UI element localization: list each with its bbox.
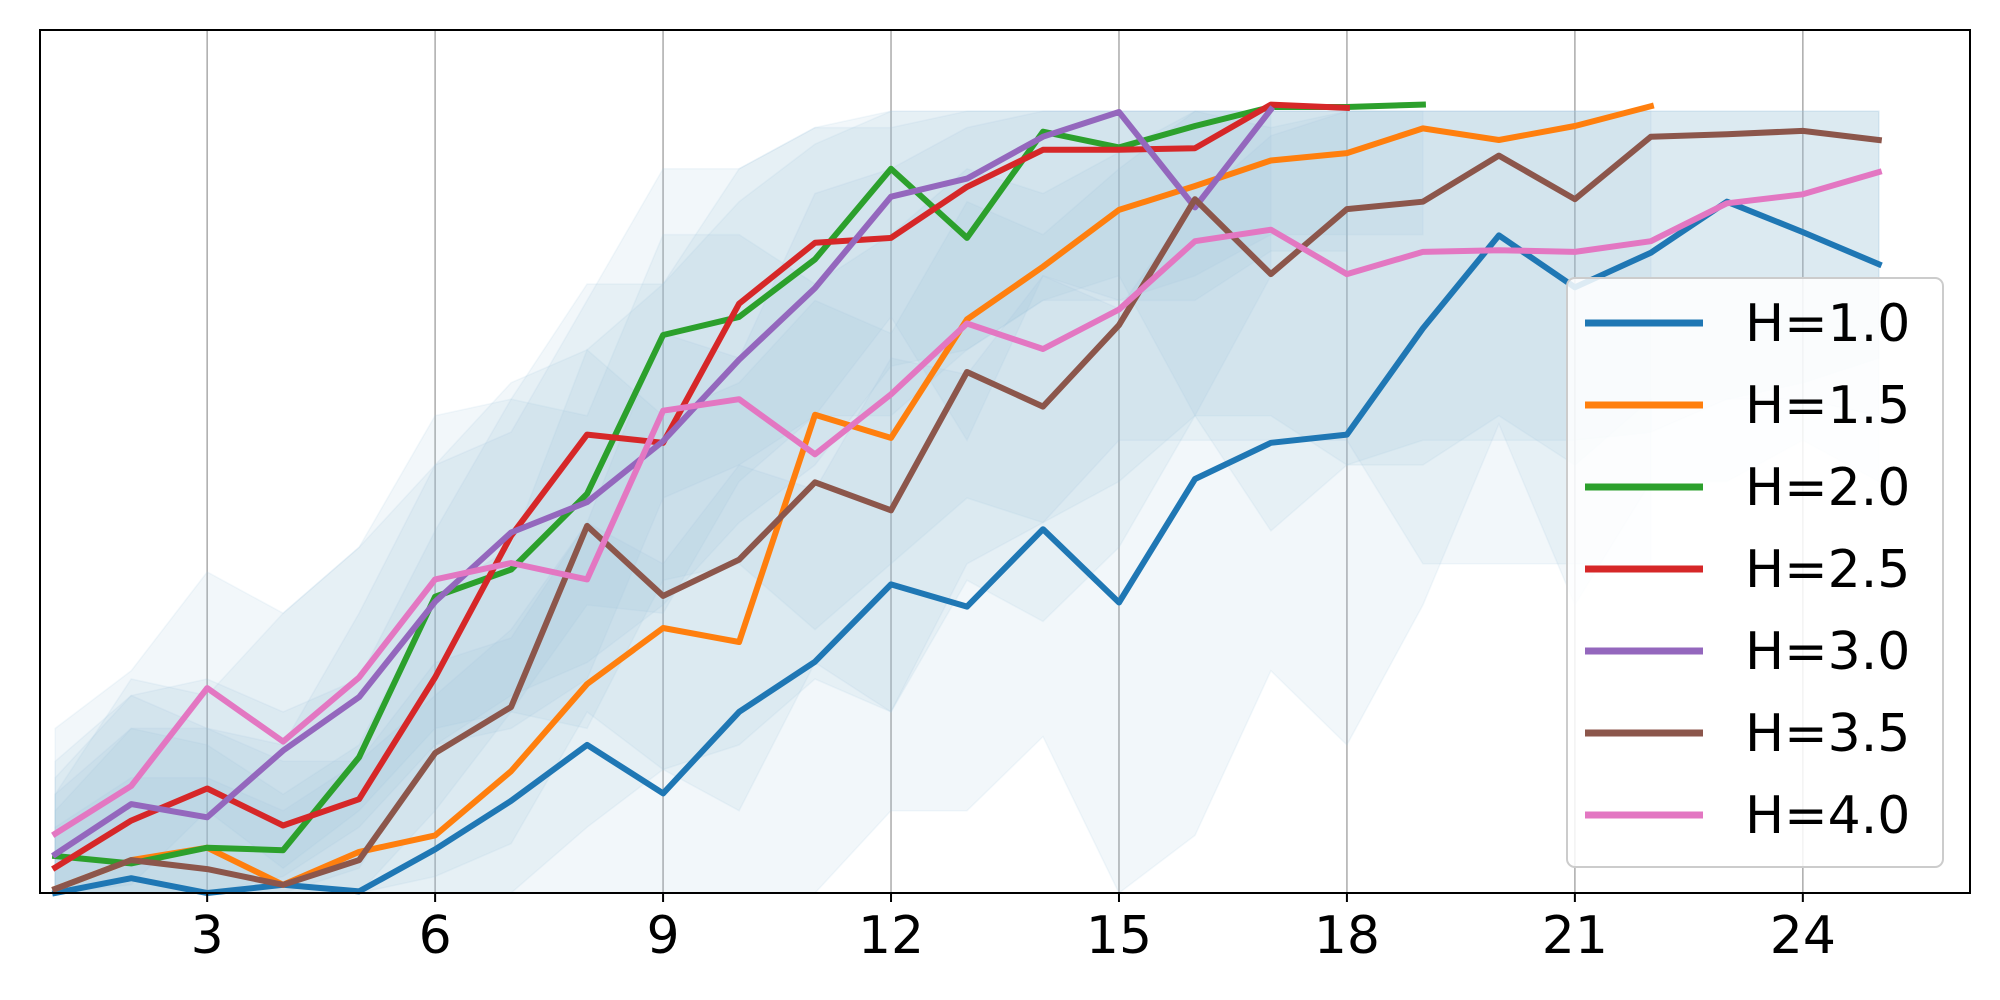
- tick-label-x-3: 3: [191, 906, 224, 966]
- gridlines: [206, 30, 1804, 893]
- legend-item-h-3-5: H=3.5: [1585, 704, 1910, 764]
- legend-label-h-1-0: H=1.0: [1745, 294, 1910, 354]
- legend-label-h-3-0: H=3.0: [1745, 622, 1910, 682]
- legend: H=1.0 H=1.5 H=2.0 H=2.5 H=3.0 H=3.5 H=4.0: [1566, 277, 1944, 868]
- x-axis-ticks: 3 6 9 12 15 18 21 24: [191, 893, 1836, 966]
- series-line-h-3-0: [51, 105, 1276, 859]
- legend-label-h-2-0: H=2.0: [1745, 458, 1910, 518]
- legend-item-h-1-0: H=1.0: [1585, 294, 1910, 354]
- legend-item-h-3-0: H=3.0: [1585, 622, 1910, 682]
- legend-box: [1566, 277, 1944, 868]
- tick-label-x-24: 24: [1770, 906, 1836, 966]
- series-line-h-2-5: [51, 101, 1351, 872]
- series-line-h-4-0: [51, 168, 1883, 838]
- tick-label-x-18: 18: [1314, 906, 1380, 966]
- tick-label-x-15: 15: [1086, 906, 1152, 966]
- legend-item-h-2-5: H=2.5: [1585, 540, 1910, 600]
- legend-item-h-2-0: H=2.0: [1585, 458, 1910, 518]
- tick-label-x-12: 12: [858, 906, 924, 966]
- series-line-h-2-0: [51, 101, 1426, 867]
- tick-label-x-21: 21: [1542, 906, 1608, 966]
- legend-label-h-2-5: H=2.5: [1745, 540, 1910, 600]
- band-h-2-5: [54, 110, 1348, 894]
- series-line-h-3-5: [51, 127, 1883, 893]
- legend-item-h-4-0: H=4.0: [1585, 786, 1910, 846]
- tick-label-x-6: 6: [419, 906, 452, 966]
- plot-frame: [39, 29, 1971, 894]
- tick-label-x-9: 9: [647, 906, 680, 966]
- legend-label-h-1-5: H=1.5: [1745, 376, 1910, 436]
- legend-label-h-3-5: H=3.5: [1745, 704, 1910, 764]
- legend-item-h-1-5: H=1.5: [1585, 376, 1910, 436]
- legend-label-h-4-0: H=4.0: [1745, 786, 1910, 846]
